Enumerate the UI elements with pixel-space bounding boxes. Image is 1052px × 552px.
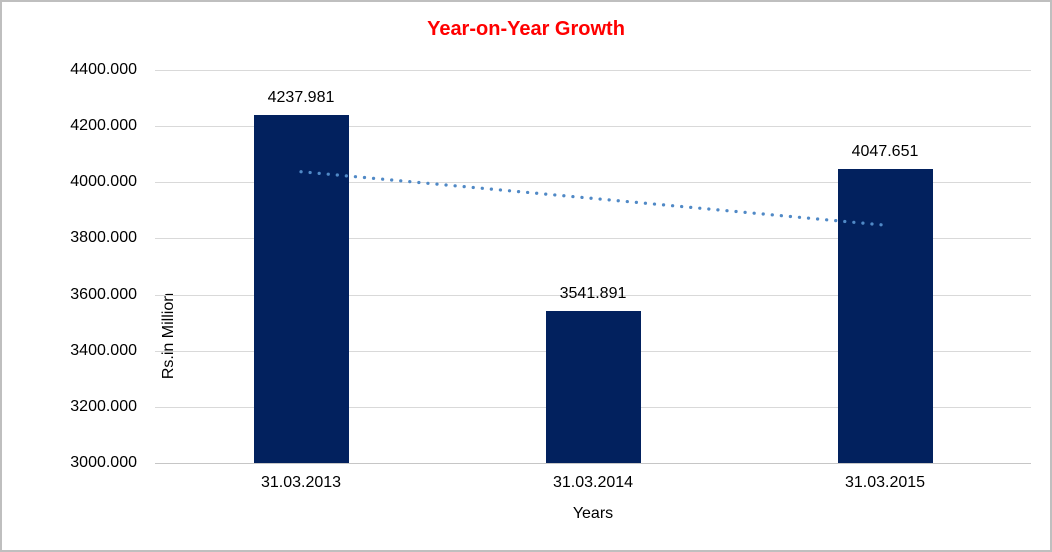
y-tick-label: 3200.000 — [70, 397, 137, 415]
bar-31.03.2015[interactable] — [837, 168, 933, 463]
bar-value-label: 4047.651 — [851, 142, 919, 160]
bar-31.03.2013[interactable] — [253, 115, 349, 463]
gridline — [155, 70, 1031, 71]
y-tick-label: 3000.000 — [70, 454, 137, 471]
y-tick-label: 3600.000 — [70, 285, 137, 303]
bar-31.03.2014[interactable] — [545, 310, 641, 463]
x-axis-line — [155, 463, 1031, 464]
bar-value-label: 4237.981 — [267, 89, 335, 107]
trendline — [299, 170, 887, 227]
gridline — [155, 294, 1031, 296]
bar-value-label: 3541.891 — [559, 284, 627, 302]
plot-area: Rs.in Million 4400.000 4200.000 4000.000 38… — [70, 61, 1031, 491]
x-tick-label: 31.03.2014 — [552, 474, 634, 491]
gridline — [155, 126, 1031, 128]
y-tick-label: 3800.000 — [70, 229, 137, 247]
y-tick-label: 4000.000 — [70, 173, 137, 191]
y-tick-label: 4200.000 — [70, 117, 137, 135]
y-tick-label: 3400.000 — [70, 341, 137, 359]
x-tick-label: 31.03.2013 — [260, 474, 342, 491]
chart-title: Year-on-Year Growth — [427, 18, 625, 40]
x-axis-title: Years — [572, 505, 614, 522]
gridline — [155, 182, 1031, 184]
x-tick-label: 31.03.2015 — [844, 474, 926, 491]
gridline — [155, 238, 1031, 240]
y-tick-label: 4400.000 — [70, 61, 137, 78]
